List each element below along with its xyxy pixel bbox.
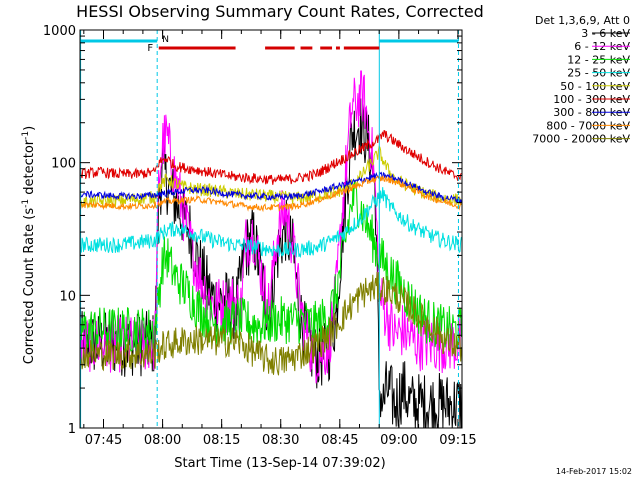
legend-label: 300 - 800 keV [553, 106, 630, 119]
legend-label: 100 - 300 keV [553, 93, 630, 106]
y-axis-label-part2: detector [22, 139, 37, 199]
y-axis-label-sup2: -1 [21, 131, 31, 140]
x-tick-label: 08:00 [144, 433, 181, 448]
night-flag-label: N [162, 35, 169, 45]
chart-title: HESSI Observing Summary Count Rates, Cor… [76, 2, 484, 21]
x-tick-label: 07:45 [85, 433, 122, 448]
y-tick-label: 1 [68, 422, 76, 437]
x-tick-label: 09:15 [439, 433, 476, 448]
footer-date: 14-Feb-2017 15:02 [556, 467, 632, 476]
x-tick-label: 09:00 [380, 433, 417, 448]
axes: 07:45 08:00 08:15 08:30 08:45 09:00 09:15 1 10 10… [43, 24, 477, 448]
y-tick-label: 100 [51, 157, 76, 172]
y-tick-label: 10 [59, 289, 76, 304]
y-axis-label-part3: ) [22, 126, 37, 131]
overlay-layer: FN [80, 30, 459, 428]
axis-frame [79, 29, 463, 429]
legend-header: Det 1,3,6,9, Att 0 [535, 14, 630, 27]
x-tick-label: 08:45 [321, 433, 358, 448]
x-tick-label: 08:30 [262, 433, 299, 448]
y-tick-label: 1000 [43, 24, 76, 39]
series-line-100-300-kev [80, 129, 462, 185]
series-layer [80, 70, 462, 428]
x-axis-label: Start Time (13-Sep-14 07:39:02) [174, 456, 385, 471]
y-axis-label-part1: Corrected Count Rate (s [22, 208, 37, 365]
y-axis-label-sup1: -1 [21, 199, 31, 208]
flare-flag-label: F [147, 43, 153, 54]
series-line-7000-20000-kev [80, 271, 462, 376]
series-line-6-12-kev [80, 70, 462, 384]
series-line-800-7000-kev [80, 174, 462, 213]
legend-label: 7000 - 20000 keV [532, 133, 630, 146]
y-axis-label: Corrected Count Rate (s-1 detector-1) [21, 126, 37, 364]
series-line-25-50-kev [80, 187, 462, 259]
legend-label: 800 - 7000 keV [546, 119, 630, 132]
x-tick-label: 08:15 [203, 433, 240, 448]
series-line-12-25-kev [80, 179, 462, 354]
